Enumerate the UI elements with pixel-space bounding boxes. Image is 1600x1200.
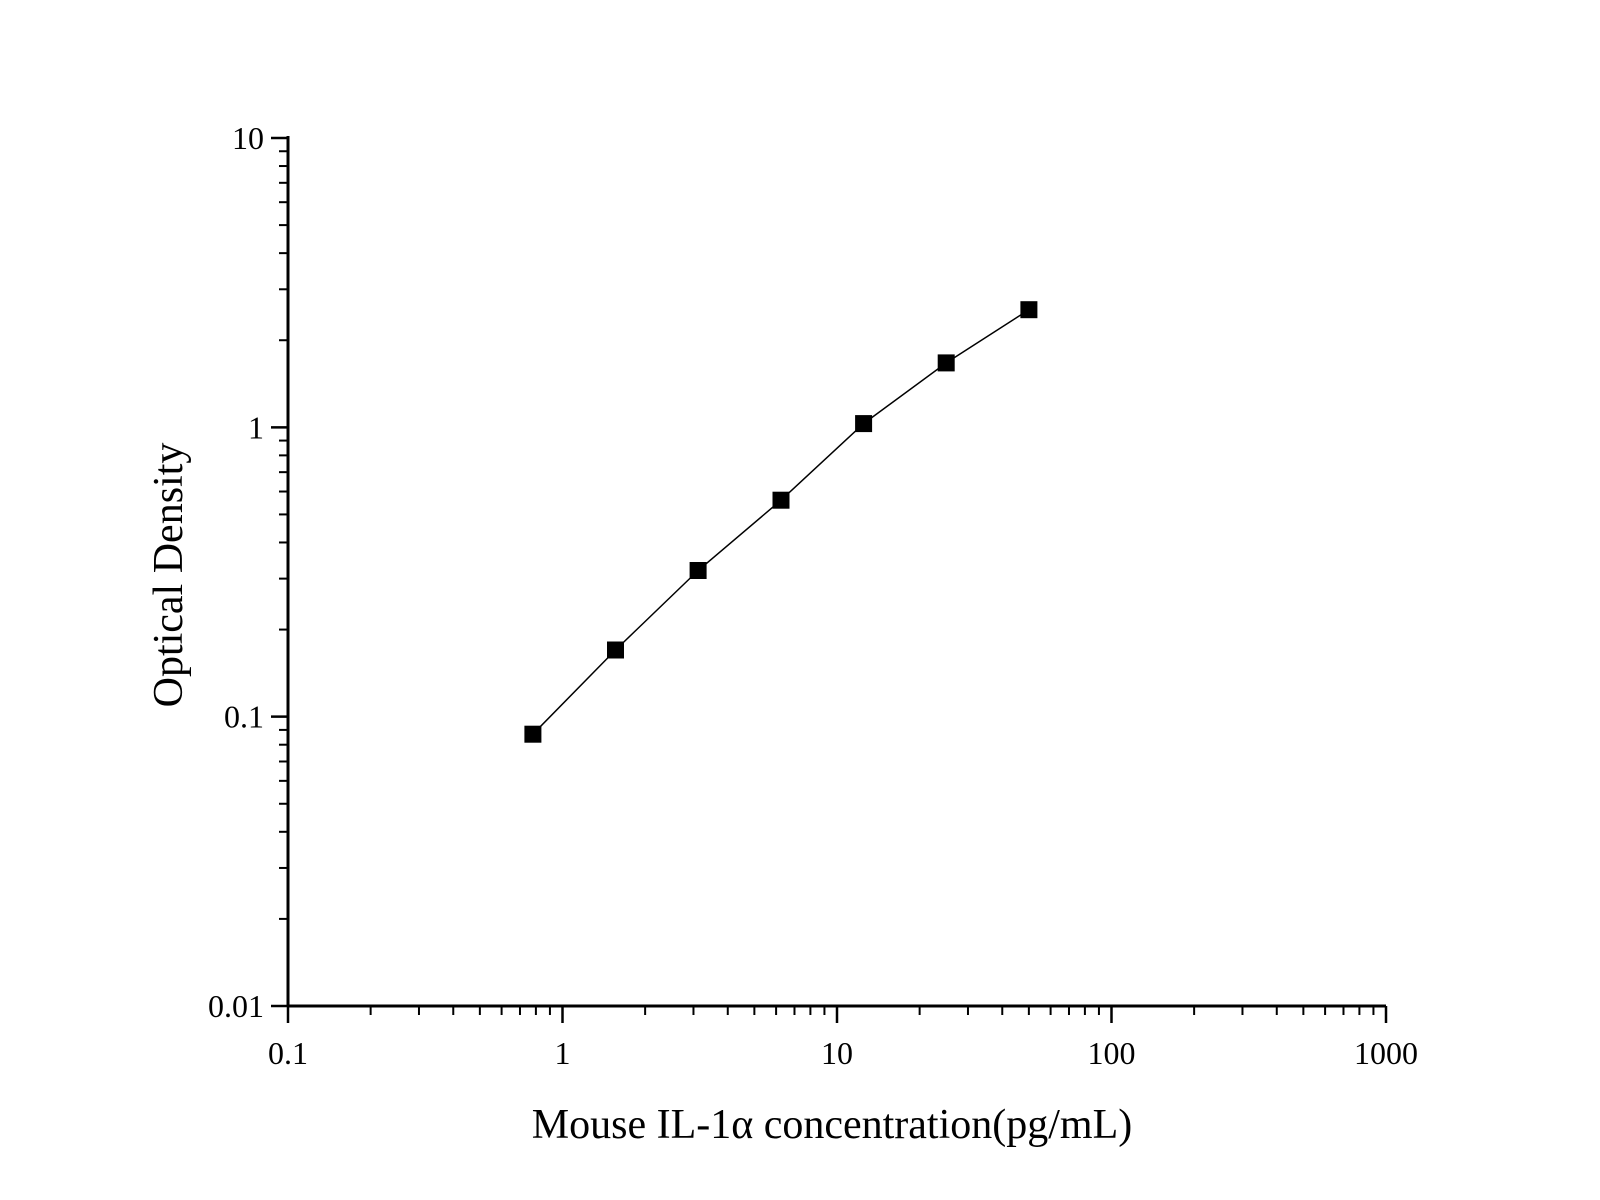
y-tick-label: 0.1 bbox=[224, 699, 264, 735]
data-point bbox=[524, 725, 542, 743]
y-tick-label: 1 bbox=[248, 409, 264, 445]
data-point bbox=[937, 354, 955, 372]
y-axis-title: Optical Density bbox=[146, 443, 192, 708]
x-axis-title: Mouse IL-1α concentration(pg/mL) bbox=[532, 1102, 1133, 1148]
x-tick-label: 1 bbox=[555, 1035, 571, 1071]
data-point bbox=[1020, 301, 1038, 319]
x-axis-ticks: 0.1 1 10 100 1000 bbox=[268, 1006, 1418, 1071]
series-line bbox=[532, 309, 1030, 735]
data-series bbox=[524, 301, 1038, 743]
axes bbox=[286, 136, 1386, 1008]
data-point bbox=[855, 415, 873, 433]
x-tick-label: 10 bbox=[821, 1035, 853, 1071]
data-point bbox=[607, 641, 624, 659]
y-axis-ticks: 0.01 0.1 1 10 bbox=[208, 120, 288, 1024]
data-point bbox=[772, 491, 790, 509]
y-tick-label: 0.01 bbox=[208, 988, 264, 1024]
x-tick-label: 0.1 bbox=[268, 1035, 308, 1071]
x-tick-label: 100 bbox=[1088, 1035, 1136, 1071]
data-point bbox=[689, 562, 707, 579]
x-tick-label: 1000 bbox=[1354, 1035, 1418, 1071]
y-tick-label: 10 bbox=[232, 120, 264, 156]
